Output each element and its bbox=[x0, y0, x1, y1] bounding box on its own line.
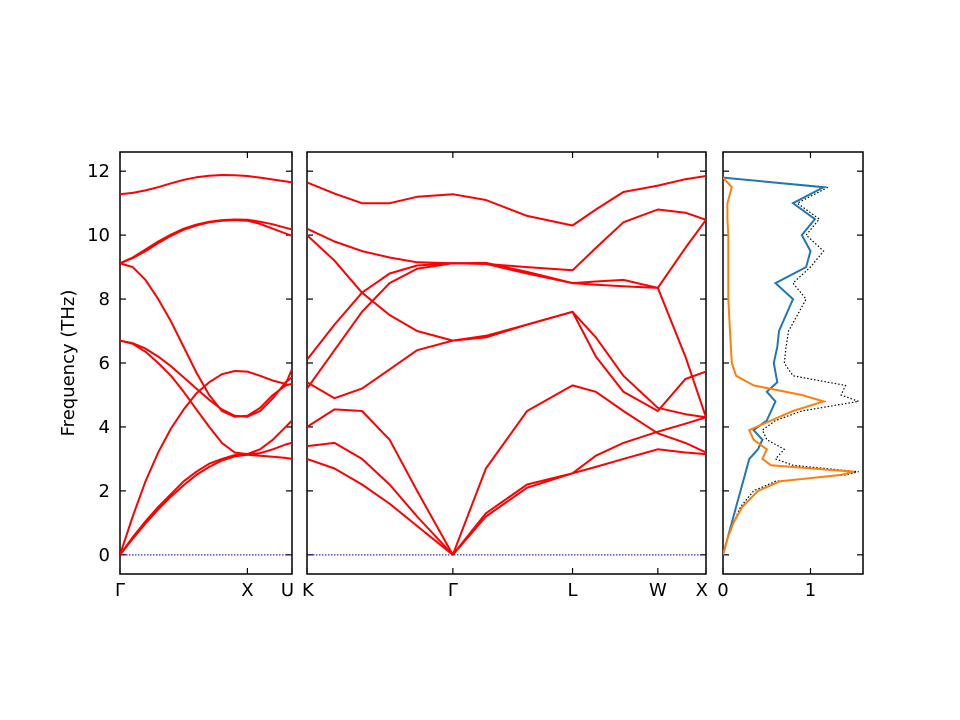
series-group-dos bbox=[723, 176, 861, 556]
y-tick-label: 6 bbox=[99, 353, 110, 374]
phonon-branch-4 bbox=[120, 262, 292, 418]
phonon-branch-3 bbox=[120, 219, 292, 265]
x-tick-label: X bbox=[241, 580, 253, 601]
phonon-branch-5 bbox=[307, 262, 706, 418]
phonon-branch-8 bbox=[307, 416, 706, 556]
y-tick-label: 2 bbox=[99, 481, 110, 502]
phonon-branch-6 bbox=[120, 339, 292, 418]
x-tick-label: 0 bbox=[717, 580, 728, 601]
phonon-branch-1 bbox=[307, 175, 706, 227]
panel-frame-band-middle bbox=[306, 151, 707, 575]
phonon-branch-8 bbox=[120, 441, 292, 556]
y-tick-label: 10 bbox=[87, 225, 110, 246]
phonon-branch-6 bbox=[307, 310, 706, 412]
x-tick-label: L bbox=[568, 580, 578, 601]
series-group-band-middle bbox=[307, 175, 706, 556]
phonon-branch-4 bbox=[307, 219, 706, 361]
x-tick-label: Γ bbox=[115, 580, 125, 601]
dos-curve-dos_blue bbox=[723, 176, 828, 556]
chart-marks bbox=[120, 174, 861, 556]
phonon-branch-9 bbox=[307, 448, 706, 556]
y-tick-label: 0 bbox=[99, 545, 110, 566]
y-tick-label: 4 bbox=[99, 417, 110, 438]
y-tick-label: 8 bbox=[99, 289, 110, 310]
x-tick-label: U bbox=[281, 580, 294, 601]
y-axis-title: Frequency (THz) bbox=[58, 290, 79, 437]
panel-frame-dos bbox=[722, 151, 864, 575]
phonon-branch-7 bbox=[120, 368, 292, 556]
phonon-branch-5 bbox=[120, 339, 292, 456]
axes-frames bbox=[119, 151, 864, 575]
x-tick-label: K bbox=[302, 580, 315, 601]
x-tick-label: W bbox=[649, 580, 667, 601]
y-tick-label: 12 bbox=[87, 161, 110, 182]
x-tick-label: 1 bbox=[805, 580, 816, 601]
dos-curve-dos_total bbox=[723, 177, 861, 555]
phonon-branch-3 bbox=[307, 234, 706, 419]
panel-frame-band-left bbox=[119, 151, 293, 575]
phonon-branch-1 bbox=[120, 174, 292, 196]
dos-curve-dos_orange bbox=[723, 176, 855, 556]
series-group-band-left bbox=[120, 174, 292, 556]
x-tick-label: X bbox=[696, 580, 708, 601]
phonon-branch-2 bbox=[307, 208, 706, 272]
x-tick-label: Γ bbox=[448, 580, 458, 601]
phonon-branch-9 bbox=[120, 453, 292, 556]
phonon-branch-7 bbox=[307, 384, 706, 556]
